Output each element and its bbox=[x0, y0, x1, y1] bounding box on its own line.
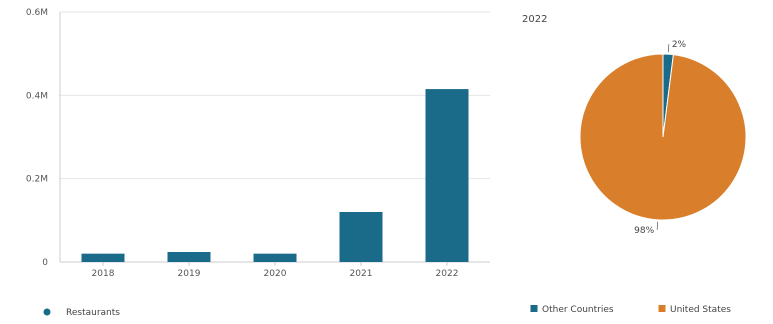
grid bbox=[60, 11, 490, 180]
x-tick-label: 2021 bbox=[350, 269, 373, 279]
y-tick-label: 0 bbox=[42, 258, 48, 268]
pie-chart: 2022 2% 98% Other Countries United States bbox=[522, 14, 747, 315]
x-tick-label: 2019 bbox=[178, 269, 201, 279]
legend-label-restaurants: Restaurants bbox=[66, 308, 120, 318]
y-tick-label: 0.6M bbox=[26, 8, 48, 18]
pie-legend-label-united-states: United States bbox=[670, 305, 731, 315]
bar-2018[interactable] bbox=[81, 253, 125, 262]
bar-chart-panel: 0 0.2M 0.4M 0.6M 2018 2019 2020 2021 2022 Resta… bbox=[26, 8, 490, 318]
pie-legend-marker-united-states bbox=[658, 305, 666, 312]
pie-title: 2022 bbox=[522, 14, 547, 25]
pie-slices bbox=[579, 53, 747, 221]
legend-marker-restaurants bbox=[43, 308, 51, 316]
bar-2019[interactable] bbox=[167, 252, 211, 262]
pie-labels: 2% 98% bbox=[634, 40, 686, 236]
pie-legend[interactable]: Other Countries United States bbox=[530, 305, 732, 315]
x-tick-labels: 2018 2019 2020 2021 2022 bbox=[92, 262, 459, 279]
pie-label-connector bbox=[667, 44, 670, 53]
x-tick-label: 2018 bbox=[92, 269, 115, 279]
bar-legend[interactable]: Restaurants bbox=[43, 308, 121, 318]
bar-2020[interactable] bbox=[253, 253, 297, 262]
pie-label-other-countries: 2% bbox=[672, 40, 687, 50]
x-tick-label: 2022 bbox=[436, 269, 459, 279]
x-tick-label: 2020 bbox=[264, 269, 287, 279]
pie-label-connector bbox=[656, 221, 659, 230]
pie-label-united-states: 98% bbox=[634, 226, 654, 236]
y-tick-label: 0.4M bbox=[26, 91, 48, 101]
y-tick-labels: 0 0.2M 0.4M 0.6M bbox=[26, 8, 48, 268]
bar-chart: 0 0.2M 0.4M 0.6M 2018 2019 2020 2021 2022 Resta… bbox=[26, 8, 490, 318]
pie-chart-panel: 2022 2% 98% Other Countries United States bbox=[516, 0, 773, 320]
pie-slice-united-states[interactable] bbox=[579, 53, 747, 221]
bars bbox=[81, 89, 469, 262]
y-tick-label: 0.2M bbox=[26, 175, 48, 185]
bar-2021[interactable] bbox=[339, 212, 383, 262]
pie-legend-marker-other-countries bbox=[530, 305, 538, 312]
pie-legend-label-other-countries: Other Countries bbox=[542, 305, 614, 315]
bar-2022[interactable] bbox=[425, 89, 469, 262]
